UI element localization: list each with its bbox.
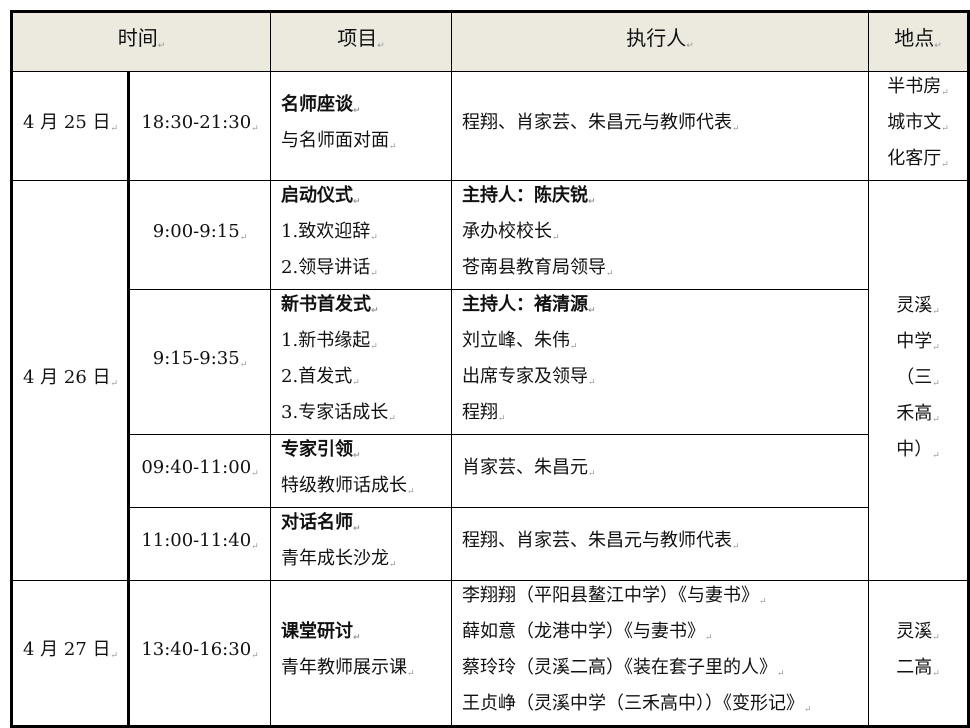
time-text: 9:15-9:35: [153, 348, 247, 369]
item-title: 课堂研讨: [281, 617, 441, 653]
time-text: 09:40-11:00: [141, 457, 258, 478]
executor-cell: 肖家芸、朱昌元: [451, 434, 870, 508]
date-cell: 4 月 25 日: [11, 71, 130, 181]
executor-line: 苍南县教育局领导: [462, 253, 858, 289]
item-cell: 启动仪式1.致欢迎辞2.领导讲话: [270, 180, 453, 290]
location-line: 城市文: [879, 108, 957, 144]
time-cell: 11:00-11:40: [127, 507, 272, 581]
executor-line: 程翔、肖家芸、朱昌元与教师代表: [462, 108, 858, 144]
item-detail: 1.新书缘起: [281, 326, 441, 362]
item-detail: 2.首发式: [281, 362, 441, 398]
item-detail: 青年成长沙龙: [281, 544, 441, 580]
location-cell: 灵溪中学（三禾高中）: [868, 180, 970, 581]
item-detail: 2.领导讲话: [281, 253, 441, 289]
executor-line: 肖家芸、朱昌元: [462, 453, 858, 489]
executor-line: 王贞峥（灵溪中学（三禾高中））《变形记》: [462, 689, 858, 725]
executor-cell: 程翔、肖家芸、朱昌元与教师代表: [451, 507, 870, 581]
date-text: 4 月 27 日: [23, 639, 118, 660]
location-line: 中）: [879, 435, 957, 471]
time-text: 13:40-16:30: [141, 639, 258, 660]
location-cell: 灵溪二高: [868, 580, 970, 727]
item-title: 专家引领: [281, 435, 441, 471]
header-time: 时间: [10, 11, 272, 72]
time-cell: 18:30-21:30: [127, 71, 272, 181]
item-detail: 1.致欢迎辞: [281, 217, 441, 253]
host-name: 主持人：褚清源: [462, 290, 858, 326]
header-item: 项目: [270, 11, 453, 72]
header-location: 地点: [868, 11, 970, 72]
item-title: 对话名师: [281, 508, 441, 544]
header-executor: 执行人: [451, 11, 870, 72]
time-text: 9:00-9:15: [153, 221, 247, 242]
item-detail: 青年教师展示课: [281, 653, 441, 689]
item-cell: 课堂研讨青年教师展示课: [270, 580, 453, 727]
item-title: 启动仪式: [281, 181, 441, 217]
location-line: 灵溪: [879, 617, 957, 653]
item-cell: 专家引领特级教师话成长: [270, 434, 453, 508]
time-cell: 13:40-16:30: [127, 580, 272, 727]
date-cell: 4 月 27 日: [11, 580, 130, 727]
table-row: 4 月 25 日 18:30-21:30 名师座谈与名师面对面程翔、肖家芸、朱昌元与…: [11, 71, 970, 181]
date-text: 4 月 26 日: [23, 367, 118, 388]
time-cell: 9:00-9:15: [127, 180, 272, 290]
table-row: 4 月 26 日 9:00-9:15 启动仪式1.致欢迎辞2.领导讲话主持人：陈庆锐…: [11, 180, 970, 581]
executor-line: 刘立峰、朱伟: [462, 326, 858, 362]
executor-line: 承办校校长: [462, 217, 858, 253]
table-row: 11:00-11:40 对话名师青年成长沙龙程翔、肖家芸、朱昌元与教师代表: [12, 507, 969, 581]
date-text: 4 月 25 日: [23, 112, 118, 133]
executor-line: 程翔、肖家芸、朱昌元与教师代表: [462, 526, 858, 562]
date-cell: 4 月 26 日: [11, 180, 130, 581]
executor-line: 薛如意（龙港中学）《与妻书》: [462, 617, 858, 653]
item-detail: 与名师面对面: [281, 126, 441, 162]
location-line: 二高: [879, 653, 957, 689]
item-title: 新书首发式: [281, 290, 441, 326]
item-detail: 特级教师话成长: [281, 471, 441, 507]
item-cell: 新书首发式1.新书缘起2.首发式3.专家话成长: [270, 289, 453, 435]
location-line: 中学: [879, 327, 957, 363]
location-line: 半书房: [879, 72, 957, 108]
host-name: 主持人：陈庆锐: [462, 181, 858, 217]
time-cell: 09:40-11:00: [127, 434, 272, 508]
executor-cell: 主持人：陈庆锐承办校校长苍南县教育局领导: [451, 180, 870, 290]
time-cell: 9:15-9:35: [127, 289, 272, 435]
executor-line: 李翔翔（平阳县鳌江中学）《与妻书》: [462, 581, 858, 617]
item-detail: 3.专家话成长: [281, 398, 441, 434]
executor-cell: 主持人：褚清源刘立峰、朱伟出席专家及领导程翔: [451, 289, 870, 435]
location-line: 化客厅: [879, 144, 957, 180]
item-title: 名师座谈: [281, 90, 441, 126]
time-text: 11:00-11:40: [141, 530, 258, 551]
location-line: 灵溪: [879, 291, 957, 327]
location-cell: 半书房城市文化客厅: [868, 71, 970, 181]
executor-cell: 程翔、肖家芸、朱昌元与教师代表: [451, 71, 870, 181]
item-cell: 对话名师青年成长沙龙: [270, 507, 453, 581]
table-row: 4 月 27 日 13:40-16:30 课堂研讨青年教师展示课李翔翔（平阳县鳌江中…: [11, 580, 970, 727]
time-text: 18:30-21:30: [141, 112, 258, 133]
executor-cell: 李翔翔（平阳县鳌江中学）《与妻书》薛如意（龙港中学）《与妻书》蔡玲玲（灵溪二高）…: [451, 580, 870, 727]
table-row: 9:15-9:35新书首发式1.新书缘起2.首发式3.专家话成长主持人：褚清源刘…: [12, 289, 969, 435]
executor-line: 蔡玲玲（灵溪二高）《装在套子里的人》: [462, 653, 858, 689]
executor-line: 出席专家及领导: [462, 362, 858, 398]
location-line: 禾高: [879, 399, 957, 435]
header-row: 时间 项目 执行人 地点: [10, 11, 970, 72]
table-row: 09:40-11:00 专家引领特级教师话成长肖家芸、朱昌元: [12, 434, 969, 508]
executor-line: 程翔: [462, 398, 858, 434]
location-line: （三: [879, 363, 957, 399]
schedule-table: 时间 项目 执行人 地点 4 月 25 日 18:30-21:30 名师座谈与名师面…: [10, 10, 970, 728]
item-cell: 名师座谈与名师面对面: [270, 71, 453, 181]
